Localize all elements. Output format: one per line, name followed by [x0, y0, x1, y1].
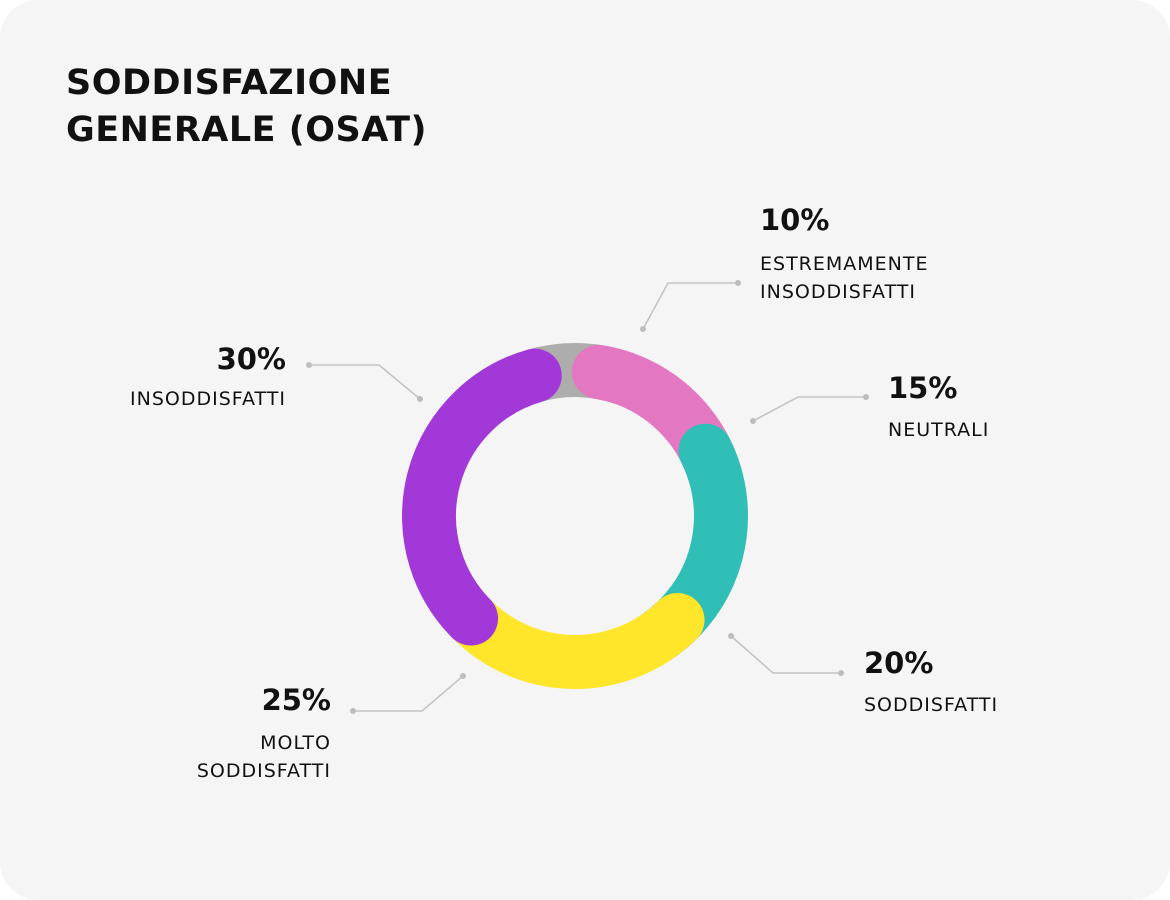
- category-label-2-line-1: NEUTRALI: [888, 419, 989, 441]
- leader-end-dot-3: [838, 670, 844, 676]
- chart-title-line-2: GENERALE (OSAT): [66, 110, 427, 150]
- chart-title-line-1: SODDISFAZIONE: [66, 63, 393, 103]
- category-label-2: NEUTRALI: [888, 419, 989, 441]
- leader-line-4: [353, 675, 464, 712]
- category-label-4-line-1: MOLTO: [260, 732, 331, 754]
- leader-end-dot-5: [306, 362, 312, 368]
- leader-dot-3: [728, 633, 734, 639]
- category-label-3: SODDISFATTI: [864, 694, 998, 716]
- value-label-5: 30%: [217, 342, 286, 376]
- leader-end-dot-4: [350, 708, 356, 714]
- leader-line-1: [642, 282, 738, 330]
- leader-dot-5: [417, 396, 423, 402]
- donut-segment-5: [402, 348, 562, 646]
- category-label-1-line-1: ESTREMAMENTE: [760, 253, 929, 275]
- category-label-5-line-1: INSODDISFATTI: [130, 388, 286, 410]
- chart-title: SODDISFAZIONE GENERALE (OSAT): [66, 60, 427, 154]
- labels: 10% ESTREMAMENTE INSODDISFATTI 15% NEUTRALI 2…: [130, 203, 998, 782]
- leader-dot-2: [750, 418, 756, 424]
- leader-line-5: [309, 364, 421, 400]
- leader-end-dot-2: [863, 394, 869, 400]
- value-label-1: 10%: [760, 203, 829, 237]
- leader-end-dot-1: [735, 280, 741, 286]
- value-label-3: 20%: [864, 646, 933, 680]
- leader-dot-1: [640, 326, 646, 332]
- category-label-5: INSODDISFATTI: [130, 388, 286, 410]
- value-label-2: 15%: [888, 371, 957, 405]
- category-label-1: ESTREMAMENTE INSODDISFATTI: [760, 253, 929, 303]
- category-label-3-line-1: SODDISFATTI: [864, 694, 998, 716]
- category-label-4-line-2: SODDISFATTI: [197, 760, 331, 782]
- donut-ring: [402, 343, 748, 689]
- category-label-1-line-2: INSODDISFATTI: [760, 281, 916, 303]
- category-label-4: MOLTO SODDISFATTI: [197, 732, 331, 782]
- leader-line-2: [752, 396, 866, 422]
- leader-line-3: [730, 635, 841, 674]
- leader-dot-4: [460, 673, 466, 679]
- value-label-4: 25%: [262, 683, 331, 717]
